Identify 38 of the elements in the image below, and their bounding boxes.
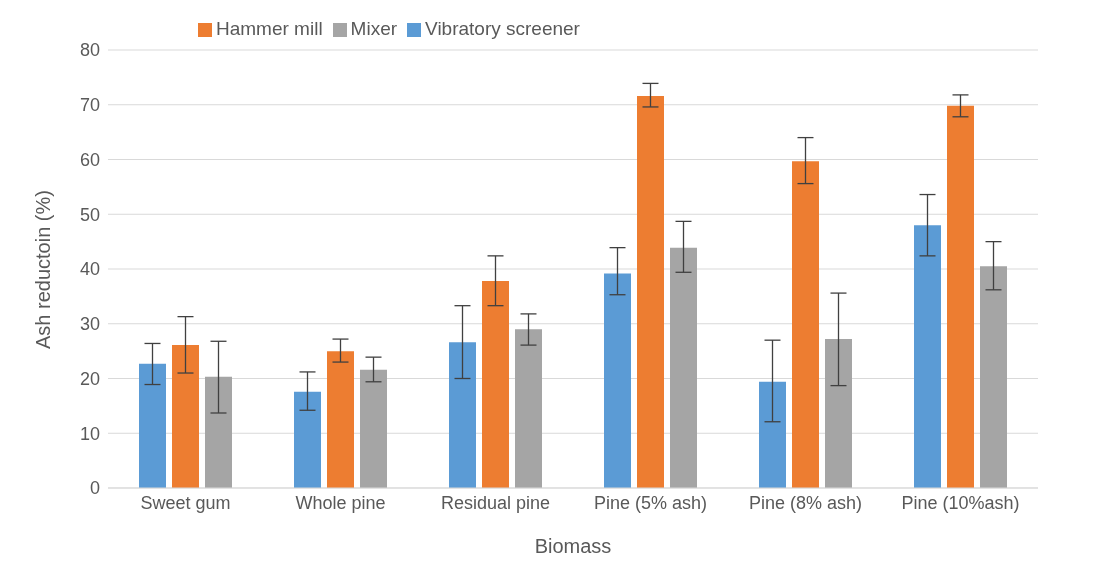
bar (515, 329, 542, 488)
bar (914, 225, 941, 488)
legend-label: Mixer (350, 18, 398, 39)
bar (449, 342, 476, 488)
x-tick-label: Pine (10%ash) (901, 492, 1020, 513)
bar (637, 95, 664, 488)
bar (139, 363, 166, 488)
y-tick-label: 60 (79, 149, 100, 170)
y-tick-label: 10 (79, 423, 100, 444)
legend-label: Hammer mill (216, 18, 323, 39)
bar (294, 391, 321, 488)
bar (604, 273, 631, 488)
y-tick-label: 0 (89, 478, 100, 499)
x-tick-label: Pine (5% ash) (593, 492, 708, 513)
bar (360, 369, 387, 488)
bar (670, 247, 697, 488)
y-tick-label: 50 (79, 204, 100, 225)
bar (327, 351, 354, 488)
bar (482, 281, 509, 488)
y-tick-label: 30 (79, 314, 100, 335)
y-tick-label: 70 (79, 95, 100, 116)
bar (947, 105, 974, 488)
y-tick-label: 40 (79, 259, 100, 280)
y-tick-label: 80 (79, 40, 100, 61)
bar (172, 345, 199, 488)
legend-label: Vibratory screener (425, 18, 580, 39)
x-tick-label: Whole pine (295, 492, 386, 513)
bar (792, 161, 819, 488)
x-tick-label: Residual pine (440, 492, 551, 513)
bar (759, 381, 786, 488)
x-axis-title: Biomass (534, 535, 612, 557)
bar (980, 266, 1007, 488)
x-tick-label: Sweet gum (140, 492, 231, 513)
bar (825, 339, 852, 488)
y-tick-label: 20 (79, 368, 100, 389)
bar (205, 376, 232, 488)
x-tick-label: Pine (8% ash) (748, 492, 863, 513)
y-axis-title: Ash reductoin (%) (32, 190, 55, 349)
